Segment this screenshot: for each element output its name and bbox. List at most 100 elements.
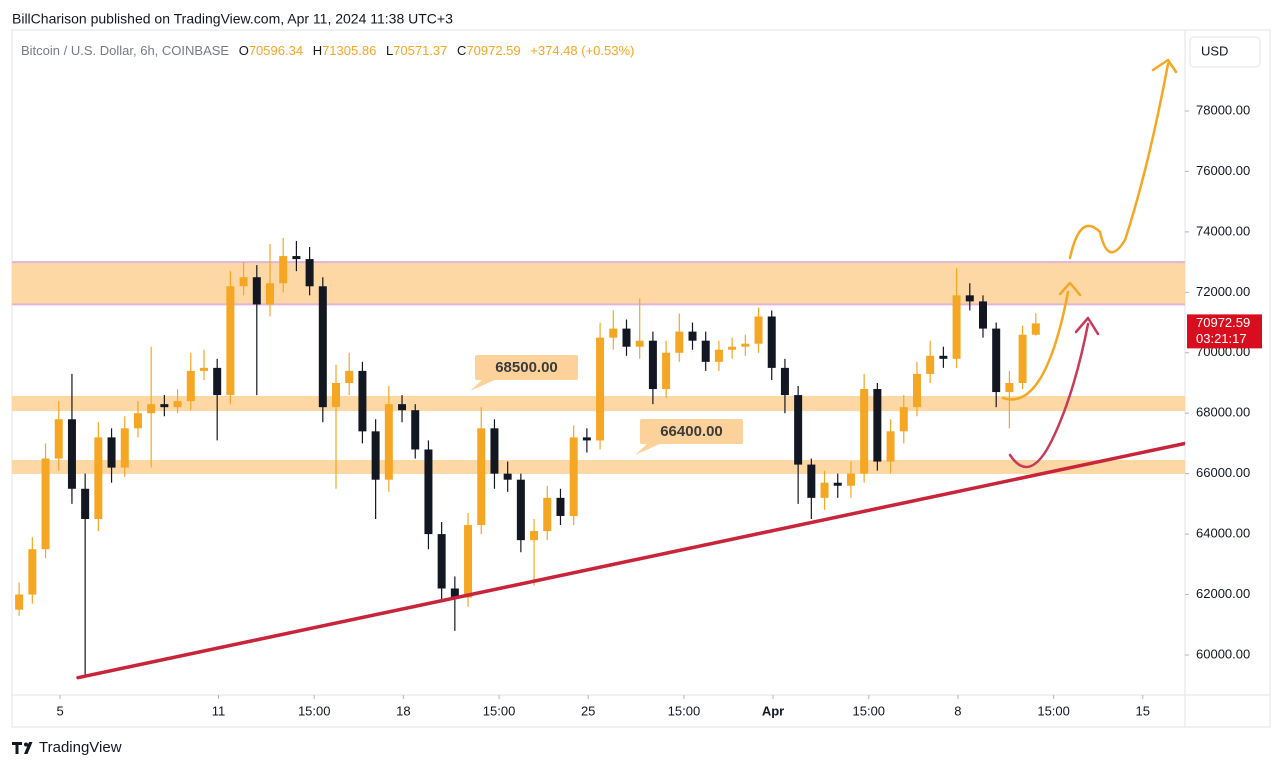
candle-body: [596, 337, 605, 441]
trendline: [76, 441, 1185, 680]
candle-body: [609, 328, 618, 338]
candle-body: [213, 367, 222, 396]
candle-body: [477, 428, 486, 526]
candle-body: [503, 473, 512, 480]
y-tick-label: 64000.00: [1196, 526, 1250, 541]
label-box: [640, 419, 743, 444]
x-tick-label: 15:00: [483, 703, 516, 718]
candle-body: [543, 497, 552, 532]
candle-body: [728, 346, 737, 350]
label-box: [475, 355, 578, 380]
y-tick-label: 74000.00: [1196, 223, 1250, 238]
label-pointer: [635, 443, 662, 455]
candle-body: [371, 431, 380, 480]
open-value: 70596.34: [249, 43, 303, 58]
candle-body: [833, 482, 842, 486]
candle-body: [741, 343, 750, 347]
ohlc-prefix: H: [313, 43, 322, 58]
candle-body: [384, 404, 393, 480]
candle-body: [305, 259, 314, 287]
x-tick-label: 15:00: [1037, 703, 1070, 718]
zone: [12, 262, 1185, 305]
symbol: Bitcoin / U.S. Dollar, 6h, COINBASE: [21, 43, 229, 58]
candle-body: [358, 370, 367, 432]
change: +374.48 (+0.53%): [530, 43, 634, 58]
candle-body: [530, 531, 539, 541]
candle-body: [556, 497, 565, 516]
candle-body: [450, 588, 459, 598]
x-tick-label: 11: [212, 703, 226, 718]
zone-label: 68500.00: [495, 359, 558, 376]
candle-body: [807, 464, 816, 498]
candle-body: [648, 340, 657, 390]
brand: TradingView: [39, 739, 122, 756]
candle-body: [1005, 382, 1014, 393]
candle-body: [1018, 334, 1027, 383]
candle-body: [939, 355, 948, 359]
candle-body: [873, 389, 882, 462]
candle-body: [411, 410, 420, 450]
candle-body: [160, 404, 169, 408]
candle-body: [846, 473, 855, 486]
y-tick-label: 68000.00: [1196, 405, 1250, 420]
x-tick-label: 15:00: [668, 703, 701, 718]
candle-body: [67, 419, 76, 489]
candle-body: [437, 534, 446, 589]
price-label-value: 70972.59: [1196, 315, 1250, 330]
currency-button[interactable]: [1189, 36, 1261, 68]
arrow-head: [1058, 281, 1082, 297]
candle-body: [252, 277, 261, 305]
candle-body: [120, 428, 129, 468]
x-tick-label: 15:00: [853, 703, 886, 718]
frame: [11, 29, 1271, 728]
x-tick-label: Apr: [762, 703, 784, 718]
candle-body: [952, 295, 961, 359]
candle-body: [332, 382, 341, 408]
zone: [12, 460, 1185, 474]
candle-body: [926, 355, 935, 374]
candle-body: [794, 395, 803, 465]
candle-body: [714, 349, 723, 362]
close-value: 70972.59: [466, 43, 520, 58]
projection-arrow: [1068, 62, 1170, 260]
candle-body: [978, 301, 987, 329]
candle-body: [1031, 323, 1040, 335]
candle-body: [54, 419, 63, 459]
candle-body: [820, 482, 829, 498]
arrow-head: [1151, 58, 1178, 74]
candle-body: [81, 488, 90, 519]
ohlc-prefix: C: [457, 43, 466, 58]
ohlc-prefix: L: [386, 43, 393, 58]
currency: USD: [1201, 43, 1228, 58]
candle-body: [94, 437, 103, 519]
candle-body: [424, 449, 433, 535]
candle-body: [28, 549, 37, 595]
arrow-head: [1074, 316, 1100, 336]
candle-body: [318, 286, 327, 408]
candle-body: [345, 370, 354, 383]
candle-body: [662, 352, 671, 390]
candle-body: [886, 431, 895, 462]
candle-body: [635, 340, 644, 347]
candle-body: [107, 437, 116, 468]
candle-body: [265, 283, 274, 305]
candle-body: [173, 401, 182, 408]
y-tick-label: 72000.00: [1196, 284, 1250, 299]
y-tick-label: 78000.00: [1196, 102, 1250, 117]
x-tick-label: 8: [954, 703, 961, 718]
label-pointer: [470, 379, 497, 391]
candle-body: [754, 316, 763, 344]
candle-body: [133, 413, 142, 429]
candle-body: [398, 404, 407, 411]
projection-arrow: [1008, 322, 1090, 469]
y-tick-label: 62000.00: [1196, 586, 1250, 601]
y-tick-label: 76000.00: [1196, 163, 1250, 178]
y-tick-label: 60000.00: [1196, 646, 1250, 661]
candle-body: [147, 404, 156, 414]
low-value: 70571.37: [393, 43, 447, 58]
candle-body: [780, 367, 789, 396]
candle-body: [464, 525, 473, 598]
candle-body: [688, 331, 697, 341]
candle-body: [490, 428, 499, 474]
